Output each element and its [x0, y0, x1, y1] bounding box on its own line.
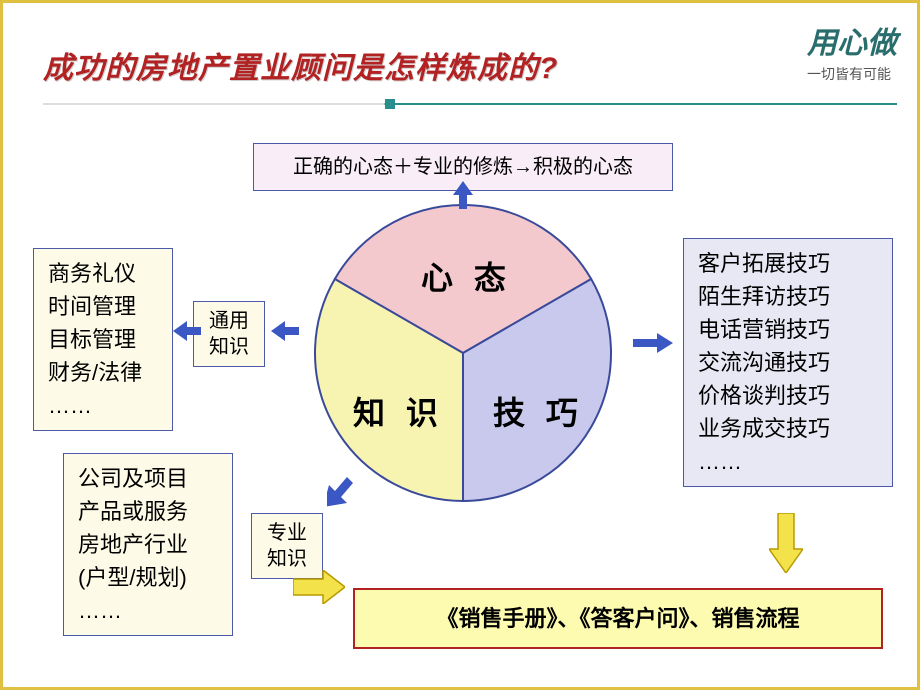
common-knowledge-label: 通用知识: [193, 301, 265, 367]
pie-chart: [313, 203, 613, 503]
pie-label-mindset: 心 态: [421, 253, 512, 299]
pie-label-skill: 技 巧: [493, 388, 584, 434]
arrow-up-icon: [453, 181, 473, 209]
pie-label-knowledge: 知 识: [353, 388, 444, 434]
title-divider: [43, 103, 897, 105]
page-title: 成功的房地产置业顾问是怎样炼成的?: [43, 43, 558, 87]
output-materials-box: 《销售手册》、《答客户问》、销售流程: [353, 588, 883, 649]
general-skills-box: 商务礼仪时间管理目标管理财务/法律……: [33, 248, 173, 431]
logo-sub: 一切皆有可能: [807, 64, 897, 84]
arrow-yellow-down-icon: [769, 513, 803, 573]
arrow-left-icon: [173, 321, 201, 341]
arrow-right-icon: [633, 333, 673, 353]
arrow-left-icon: [271, 321, 299, 341]
arrow-left-icon: [231, 538, 259, 558]
skills-list-box: 客户拓展技巧陌生拜访技巧电话营销技巧交流沟通技巧价格谈判技巧业务成交技巧……: [683, 238, 893, 487]
brand-logo: 用心做 一切皆有可能: [807, 18, 897, 84]
arrow-diag-icon: [327, 471, 355, 511]
professional-content-box: 公司及项目产品或服务房地产行业(户型/规划)……: [63, 453, 233, 636]
logo-main: 用心做: [807, 18, 897, 62]
arrow-yellow-right-icon: [293, 570, 345, 604]
